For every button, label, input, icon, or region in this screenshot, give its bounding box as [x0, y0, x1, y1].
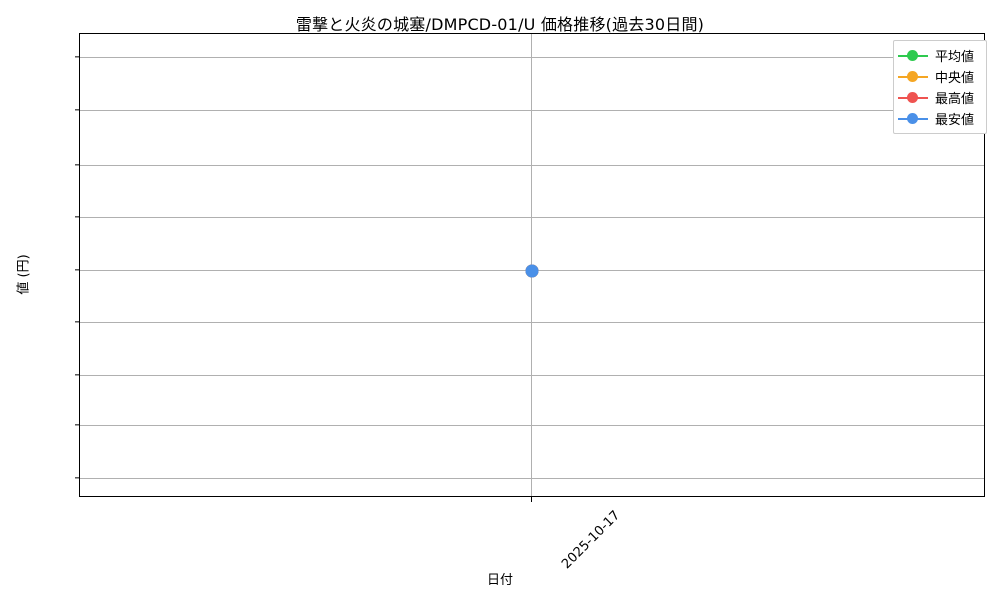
y-tick-mark [75, 477, 80, 479]
legend-item-average[interactable]: 平均値 [898, 45, 981, 66]
y-tick-mark [75, 424, 80, 426]
legend-label: 最高値 [935, 92, 975, 107]
y-tick-mark [75, 164, 80, 166]
gridline-horizontal [80, 478, 984, 479]
legend-item-median[interactable]: 中央値 [898, 66, 981, 87]
legend-label: 最安値 [935, 113, 975, 128]
gridline-horizontal [80, 110, 984, 111]
x-tick-label: 2025-10-17 [559, 508, 624, 573]
gridline-horizontal [80, 217, 984, 218]
gridline-horizontal [80, 57, 984, 58]
legend-swatch-lowest-icon [898, 112, 928, 125]
legend-item-highest[interactable]: 最高値 [898, 87, 981, 108]
y-axis-label: 値 (円) [16, 254, 32, 295]
data-point-lowest[interactable] [525, 264, 539, 278]
y-tick-mark [75, 269, 80, 271]
legend-item-lowest[interactable]: 最安値 [898, 108, 981, 129]
chart-legend: 平均値 中央値 最高値 最安値 [893, 40, 987, 134]
plot-area [79, 33, 985, 497]
y-tick-mark [75, 56, 80, 58]
y-tick-mark [75, 374, 80, 376]
gridline-horizontal [80, 375, 984, 376]
gridline-horizontal [80, 165, 984, 166]
legend-label: 中央値 [935, 71, 975, 86]
x-axis-label: 日付 [486, 573, 513, 588]
legend-swatch-average-icon [898, 49, 928, 62]
legend-swatch-median-icon [898, 70, 928, 83]
y-tick-mark [75, 216, 80, 218]
y-tick-mark [75, 321, 80, 323]
y-tick-mark [75, 109, 80, 111]
gridline-horizontal [80, 425, 984, 426]
chart-title: 雷撃と火炎の城塞/DMPCD-01/U 価格推移(過去30日間) [295, 15, 705, 34]
gridline-horizontal [80, 322, 984, 323]
x-tick-mark [531, 497, 533, 502]
legend-label: 平均値 [935, 50, 975, 65]
legend-swatch-highest-icon [898, 91, 928, 104]
